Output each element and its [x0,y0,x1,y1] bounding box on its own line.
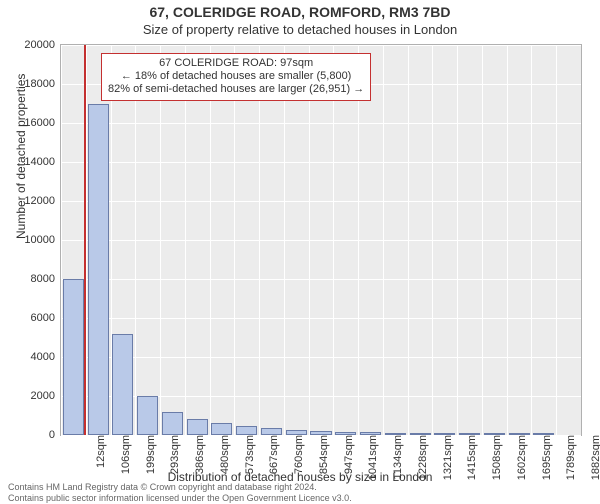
x-tick-label: 1695sqm [537,435,553,495]
y-tick-label: 6000 [31,312,61,324]
gridline-v [531,45,532,435]
x-tick-label: 1134sqm [388,435,404,495]
annotation-line: 67 COLERIDGE ROAD: 97sqm [108,57,364,70]
chart-title-description: Size of property relative to detached ho… [0,22,600,37]
chart-title-address: 67, COLERIDGE ROAD, ROMFORD, RM3 7BD [0,4,600,20]
y-tick-label: 12000 [24,195,61,207]
gridline-h [61,279,581,280]
chart-plot-area: 0200040006000800010000120001400016000180… [60,44,582,436]
y-tick-label: 20000 [24,39,61,51]
y-tick-label: 18000 [24,78,61,90]
gridline-v [185,45,186,435]
y-tick-label: 16000 [24,117,61,129]
histogram-bar [137,396,158,435]
histogram-bar [236,426,257,435]
gridline-v [111,45,112,435]
gridline-h [61,357,581,358]
annotation-line: ← 18% of detached houses are smaller (5,… [108,70,364,83]
y-tick-label: 4000 [31,351,61,363]
gridline-v [234,45,235,435]
histogram-bar [211,423,232,435]
gridline-v [482,45,483,435]
gridline-h [61,318,581,319]
x-tick-label: 1602sqm [512,435,528,495]
histogram-bar [63,279,84,435]
histogram-bar [112,334,133,435]
gridline-v [408,45,409,435]
gridline-h [61,201,581,202]
y-tick-label: 0 [49,429,61,441]
gridline-v [507,45,508,435]
gridline-v [556,45,557,435]
y-tick-label: 14000 [24,156,61,168]
histogram-bar [162,412,183,435]
gridline-h [61,240,581,241]
gridline-v [432,45,433,435]
histogram-bar [261,428,282,435]
x-tick-label: 1228sqm [413,435,429,495]
gridline-v [284,45,285,435]
gridline-v [383,45,384,435]
gridline-v [135,45,136,435]
x-tick-label: 1508sqm [487,435,503,495]
histogram-bar [187,419,208,435]
gridline-v [61,45,62,435]
gridline-h [61,162,581,163]
gridline-v [210,45,211,435]
x-tick-label: 947sqm [339,435,355,495]
histogram-bar [88,104,109,436]
property-marker-line [84,45,86,435]
gridline-v [358,45,359,435]
gridline-v [259,45,260,435]
gridline-v [457,45,458,435]
gridline-v [309,45,310,435]
y-tick-label: 10000 [24,234,61,246]
x-tick-label: 1415sqm [462,435,478,495]
gridline-v [160,45,161,435]
gridline-h [61,45,581,46]
annotation-line: 82% of semi-detached houses are larger (… [108,83,364,96]
x-tick-label: 1882sqm [586,435,600,495]
x-tick-label: 1041sqm [363,435,379,495]
x-tick-label: 1321sqm [438,435,454,495]
footer-copyright-2: Contains public sector information licen… [8,493,352,503]
property-annotation: 67 COLERIDGE ROAD: 97sqm← 18% of detache… [101,53,371,101]
y-tick-label: 8000 [31,273,61,285]
y-tick-label: 2000 [31,390,61,402]
gridline-h [61,123,581,124]
x-tick-label: 1789sqm [561,435,577,495]
gridline-v [333,45,334,435]
footer-copyright-1: Contains HM Land Registry data © Crown c… [8,482,317,492]
